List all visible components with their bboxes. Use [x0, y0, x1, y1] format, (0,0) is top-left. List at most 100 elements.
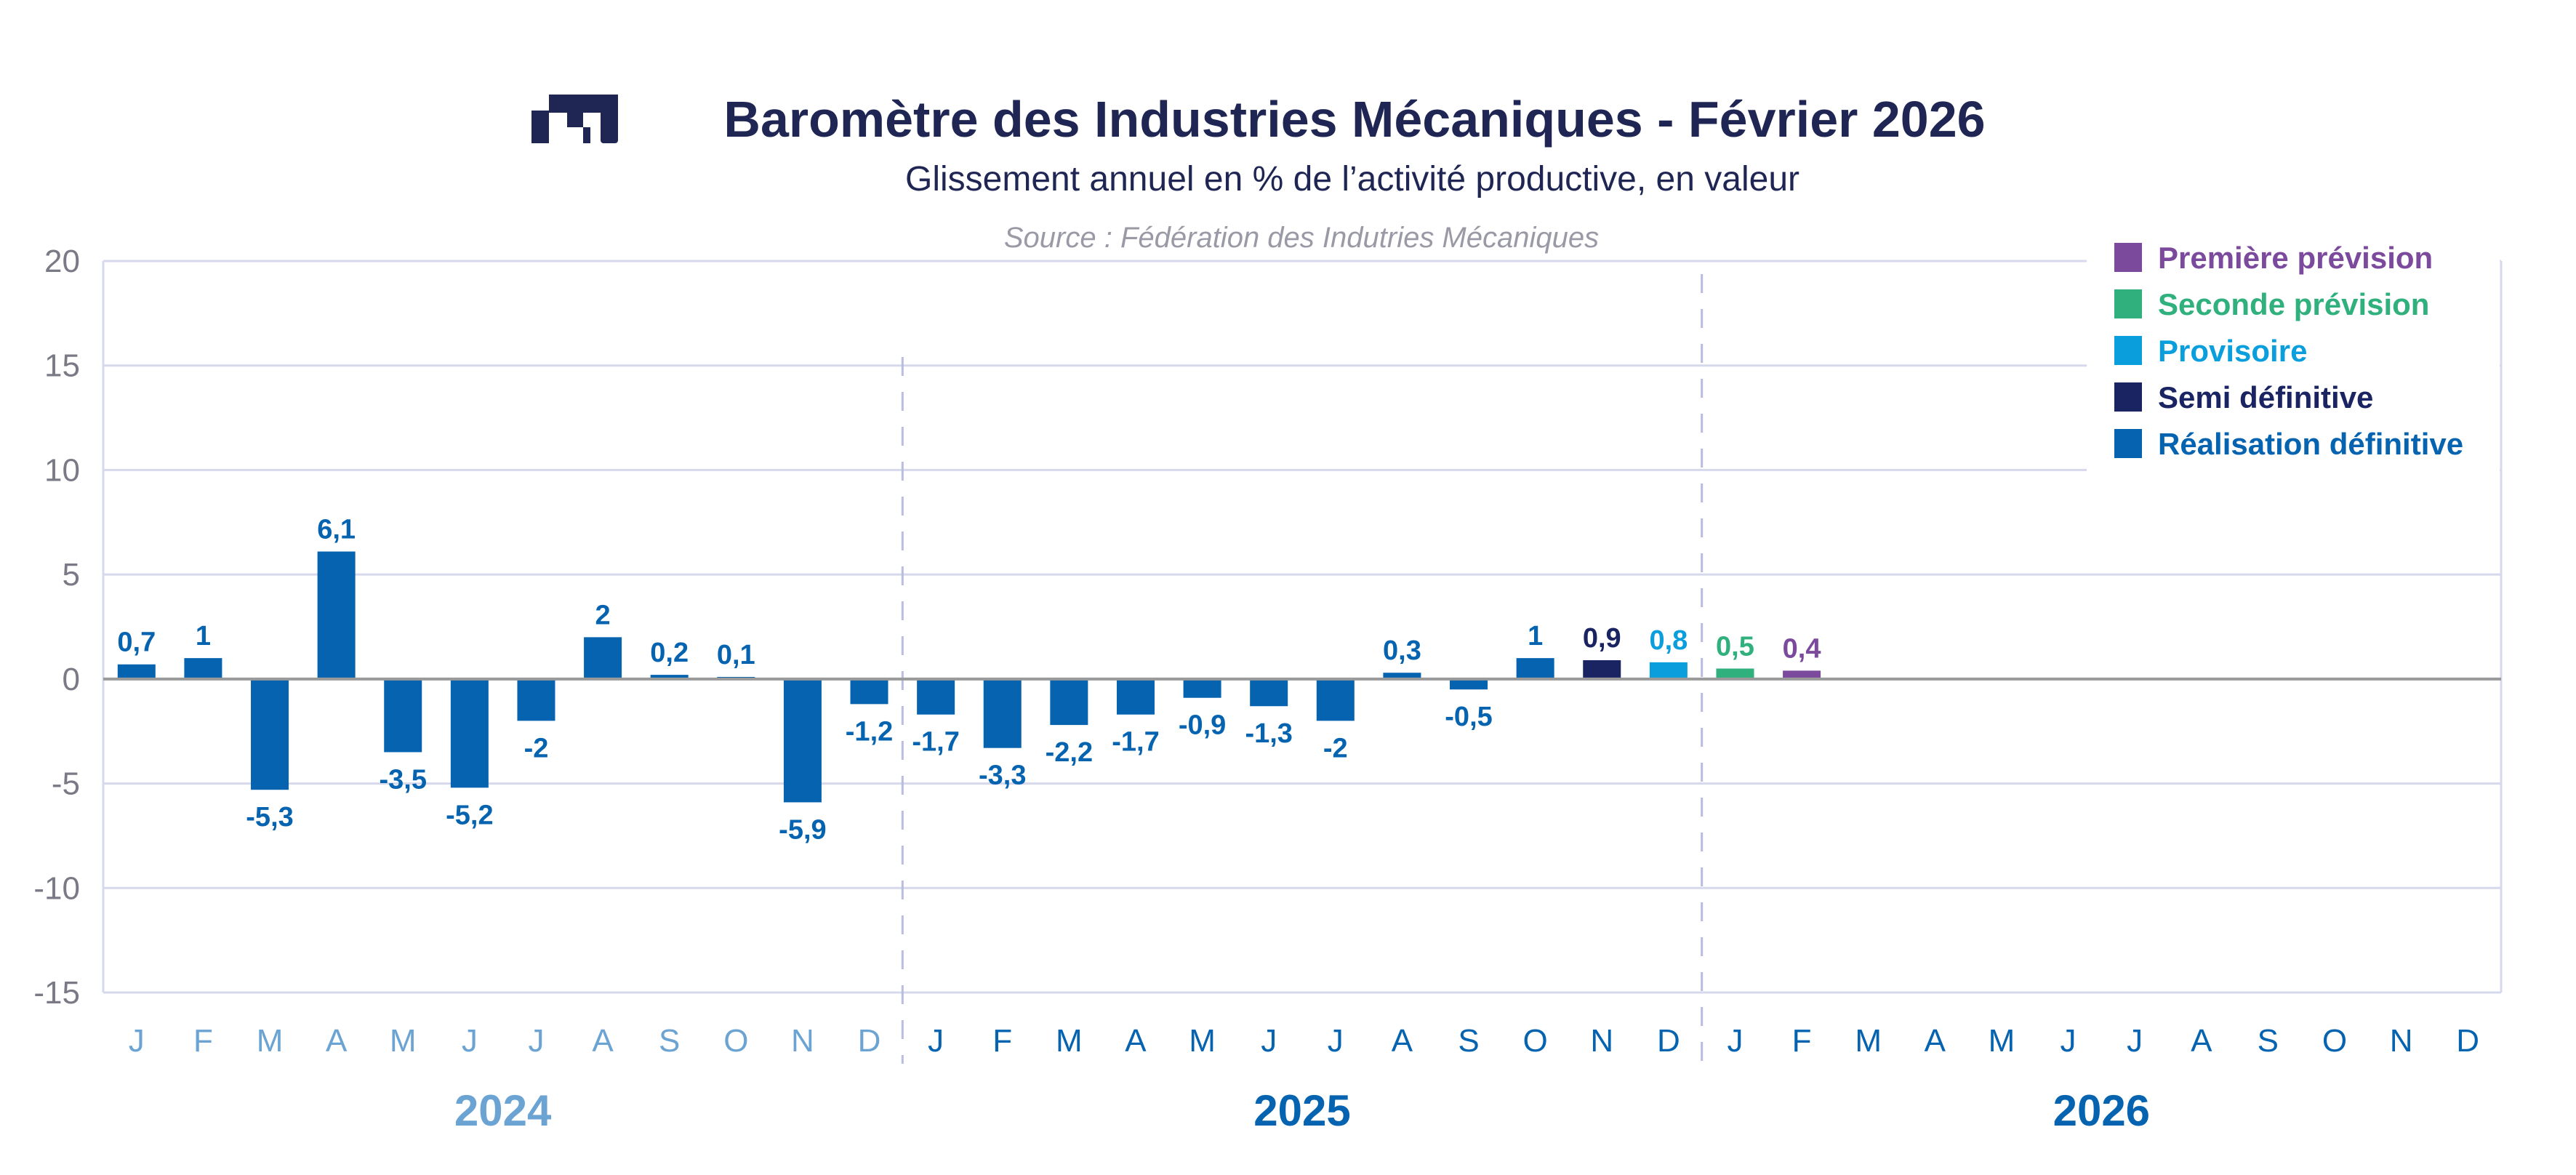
y-tick-label: -5 [52, 766, 80, 802]
legend-swatch-provisoire [2114, 336, 2142, 365]
month-label: N [791, 1023, 814, 1059]
data-label: 0,7 [117, 627, 156, 658]
month-label: A [1392, 1023, 1413, 1059]
bar-2025-1 [983, 678, 1022, 748]
grid [102, 260, 2503, 994]
data-label: -1,7 [912, 727, 959, 758]
legend-swatch-premiere [2114, 243, 2142, 272]
bar-2024-6 [517, 678, 555, 721]
month-label: O [723, 1023, 748, 1059]
month-label: J [129, 1023, 145, 1059]
data-label: 2 [595, 600, 611, 630]
bar-2025-10 [1583, 659, 1621, 679]
y-tick-label: 15 [44, 348, 80, 384]
month-label: N [1590, 1023, 1613, 1059]
month-label: J [1261, 1023, 1277, 1059]
legend-label-premiere: Première prévision [2158, 241, 2433, 275]
data-label: 0,1 [717, 640, 755, 670]
data-label: 0,5 [1716, 631, 1754, 662]
y-tick-label: 20 [44, 244, 80, 279]
bar-2025-6 [1316, 678, 1355, 721]
bar-2025-2 [1050, 678, 1088, 726]
month-label: D [2456, 1023, 2479, 1059]
data-label: -5,9 [779, 814, 826, 845]
data-label: -0,5 [1445, 702, 1492, 732]
y-axis: 20 15 10 5 0 -5 -10 -15 [33, 244, 80, 1011]
month-label: J [2061, 1023, 2077, 1059]
bar-2024-5 [450, 678, 489, 788]
month-label: J [2127, 1023, 2143, 1059]
bar-2025-11 [1649, 662, 1688, 679]
month-label: D [858, 1023, 881, 1059]
month-label: O [2322, 1023, 2347, 1059]
bar-2025-7 [1383, 673, 1421, 679]
year-label-2025: 2025 [1253, 1086, 1350, 1135]
legend-label-semi: Semi définitive [2158, 380, 2373, 414]
bar-2024-1 [184, 658, 222, 679]
data-label: -5,3 [246, 802, 293, 833]
bar-2025-5 [1250, 678, 1288, 707]
data-label: 1 [196, 621, 211, 651]
bar-2026-0 [1716, 668, 1754, 679]
data-label: 0,4 [1783, 633, 1821, 664]
bar-2025-9 [1516, 658, 1554, 679]
month-label: M [1855, 1023, 1882, 1059]
data-label: -3,3 [979, 761, 1026, 791]
month-label: F [992, 1023, 1012, 1059]
year-label-2026: 2026 [2053, 1086, 2150, 1135]
month-label: S [2258, 1023, 2279, 1059]
chart-subtitle: Glissement annuel en % de l’activité pro… [905, 160, 1799, 198]
month-label: M [1056, 1023, 1083, 1059]
data-label: -2,2 [1046, 737, 1093, 768]
month-label: J [462, 1023, 478, 1059]
data-label: 6,1 [317, 515, 356, 545]
month-label: A [1925, 1023, 1946, 1059]
data-label: -3,5 [380, 764, 427, 795]
legend: Première prévision Seconde prévision Provi… [2087, 231, 2500, 471]
bar-2025-0 [917, 678, 955, 715]
data-label: -1,3 [1245, 718, 1292, 749]
legend-swatch-seconde [2114, 289, 2142, 318]
bar-2025-3 [1116, 678, 1155, 715]
y-tick-label: 10 [44, 452, 80, 488]
logo [531, 95, 618, 143]
bar-2024-2 [251, 678, 289, 790]
month-label: F [1792, 1023, 1812, 1059]
bar-2024-0 [117, 664, 156, 679]
data-label: -5,2 [446, 800, 493, 830]
bar-2024-11 [850, 678, 888, 705]
month-label: D [1657, 1023, 1680, 1059]
chart-source: Source : Fédération des Indutries Mécani… [1004, 222, 1599, 254]
bar-2025-8 [1450, 678, 1488, 690]
month-label: J [928, 1023, 944, 1059]
month-label: M [390, 1023, 417, 1059]
data-label: 0,2 [650, 638, 689, 668]
data-label: -1,2 [846, 716, 893, 747]
legend-swatch-semi [2114, 382, 2142, 412]
x-axis: J F M A M J J A S O N D 2024 J F M A M J J A S O N D 2025 J F M A M J J A… [129, 1023, 2479, 1135]
bar-2024-7 [584, 637, 622, 679]
month-label: S [659, 1023, 680, 1059]
y-tick-label: 0 [63, 662, 80, 697]
y-tick-label: 5 [63, 557, 80, 593]
bar-2025-4 [1183, 678, 1221, 698]
month-label: S [1458, 1023, 1479, 1059]
legend-label-provisoire: Provisoire [2158, 334, 2307, 368]
month-label: O [1523, 1023, 1548, 1059]
month-label: F [193, 1023, 213, 1059]
data-label: 0,8 [1649, 625, 1688, 656]
year-dividers [901, 274, 1704, 1064]
bar-2024-10 [783, 678, 822, 803]
month-label: A [592, 1023, 614, 1059]
bar-2026-1 [1783, 670, 1821, 679]
bars: 0,7 1 -5,3 6,1 -3,5 -5,2 -2 2 0,2 0,1 -5,9 -1,2 -1,7… [117, 515, 1821, 846]
data-label: -1,7 [1112, 727, 1159, 758]
y-tick-label: -15 [33, 975, 80, 1011]
month-label: M [257, 1023, 284, 1059]
month-label: M [1189, 1023, 1216, 1059]
y-tick-label: -10 [33, 870, 80, 906]
month-label: M [1989, 1023, 2015, 1059]
data-label: -2 [1323, 733, 1348, 763]
month-label: N [2390, 1023, 2413, 1059]
bar-2024-3 [317, 551, 356, 679]
